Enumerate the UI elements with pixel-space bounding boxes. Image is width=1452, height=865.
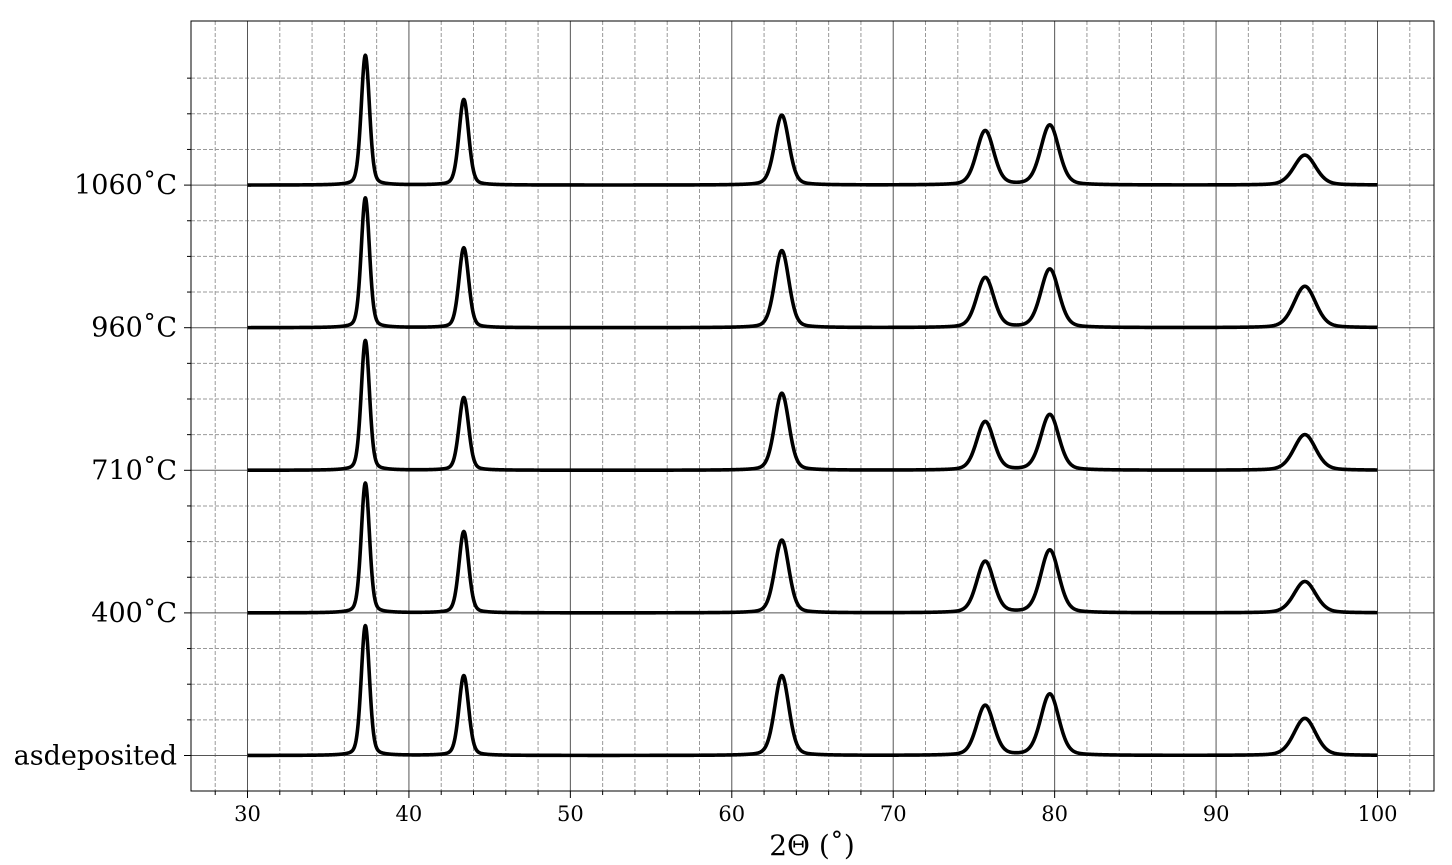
- series-line: [246, 196, 1379, 330]
- series-line: [246, 481, 1379, 615]
- series-layer: [246, 53, 1379, 758]
- x-tick-label: 100: [1357, 802, 1397, 826]
- x-tick-label: 30: [234, 802, 261, 826]
- plot-frame: [190, 20, 1435, 792]
- x-tick-label: 90: [1203, 802, 1230, 826]
- y-axis-ticks: asdeposited 400˚C 710˚C 960˚C 1060˚C: [14, 169, 191, 772]
- x-tick-label: 80: [1041, 802, 1068, 826]
- y-tick-label: asdeposited: [14, 741, 177, 772]
- series-line: [246, 338, 1379, 473]
- x-tick-label: 50: [557, 802, 584, 826]
- y-tick-label: 710˚C: [91, 454, 177, 486]
- minor-grid: [187, 21, 1434, 795]
- x-axis-label: 2Θ (˚): [769, 829, 855, 862]
- x-axis-ticks: 30 40 50 60 70 80 90 100: [234, 791, 1398, 826]
- series-line: [246, 623, 1379, 758]
- y-tick-label: 1060˚C: [74, 169, 177, 201]
- x-tick-label: 60: [718, 802, 745, 826]
- series-line: [246, 53, 1379, 187]
- y-tick-label: 960˚C: [91, 312, 177, 344]
- y-tick-label: 400˚C: [91, 597, 177, 629]
- x-tick-label: 70: [880, 802, 907, 826]
- x-tick-label: 40: [396, 802, 423, 826]
